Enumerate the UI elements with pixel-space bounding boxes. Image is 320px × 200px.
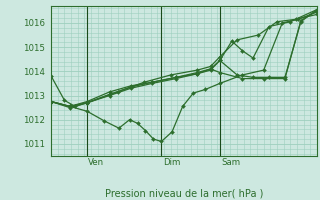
Text: Ven: Ven	[88, 158, 105, 167]
Text: Pression niveau de la mer( hPa ): Pression niveau de la mer( hPa )	[105, 189, 263, 199]
Text: Dim: Dim	[163, 158, 180, 167]
Text: Sam: Sam	[221, 158, 240, 167]
